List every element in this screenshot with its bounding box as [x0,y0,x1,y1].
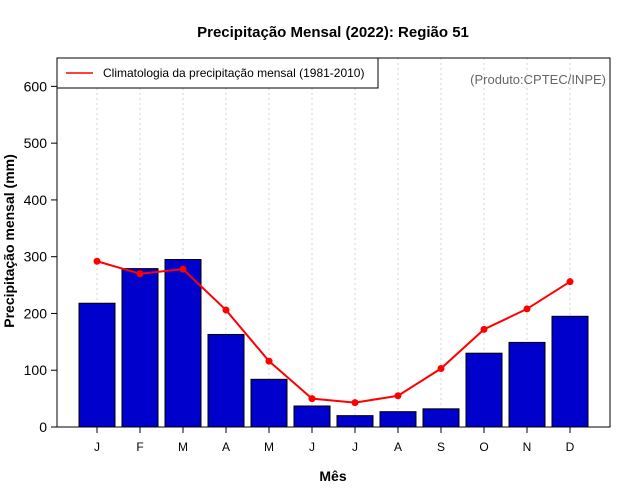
x-tick-label: J [94,440,100,454]
x-axis-label: Mês [319,468,346,484]
x-tick-label: J [309,440,315,454]
x-tick-label: J [352,440,358,454]
legend: Climatologia da precipitação mensal (198… [56,57,379,89]
bar-1 [78,302,116,428]
climatology-point-12 [566,278,574,286]
bar-5 [250,378,288,428]
y-axis: 0 100 200 300 400 500 600 [24,78,57,435]
bar-12 [551,315,589,428]
y-tick-label: 500 [24,135,48,151]
climatology-point-9 [437,365,445,373]
climatology-point-4 [222,306,230,314]
x-tick-label: S [437,440,445,454]
climatology-line [96,260,571,404]
source-annotation: (Produto:CPTEC/INPE) [470,72,606,87]
climatology-point-7 [351,399,359,407]
y-axis-label: Precipitação mensal (mm) [1,154,17,328]
y-tick-label: 600 [24,78,48,94]
climatology-point-2 [136,270,144,278]
climatology-point-8 [394,392,402,400]
bar-series [78,259,589,428]
grid-lines [96,58,571,427]
legend-label: Climatologia da precipitação mensal (198… [103,66,364,80]
bar-2 [121,268,159,428]
climatology-point-1 [93,257,101,265]
x-tick-label: O [479,440,488,454]
x-tick-label: F [136,440,143,454]
y-tick-label: 100 [24,362,48,378]
climatology-line-series [93,257,574,407]
bar-10 [465,352,503,428]
x-tick-label: A [222,440,230,454]
bar-8 [379,411,417,428]
x-tick-label: M [178,440,188,454]
bar-6 [293,405,331,428]
y-tick-label: 300 [24,249,48,265]
climatology-point-11 [523,305,531,313]
climatology-point-3 [179,265,187,273]
climatology-point-10 [480,325,488,333]
chart-title: Precipitação Mensal (2022): Região 51 [197,24,469,41]
bar-7 [336,415,374,428]
y-tick-label: 200 [24,305,48,321]
y-tick-label: 400 [24,192,48,208]
climatology-point-5 [265,357,273,365]
bar-3 [164,259,202,428]
bar-4 [207,333,245,428]
y-tick-label: 0 [39,419,47,435]
x-tick-label: M [264,440,274,454]
bar-9 [422,408,460,428]
climatology-point-6 [308,395,316,403]
x-tick-label: N [523,440,532,454]
bar-11 [508,341,546,428]
x-tick-label: D [566,440,575,454]
legend-box [56,57,379,89]
x-tick-label: A [394,440,402,454]
